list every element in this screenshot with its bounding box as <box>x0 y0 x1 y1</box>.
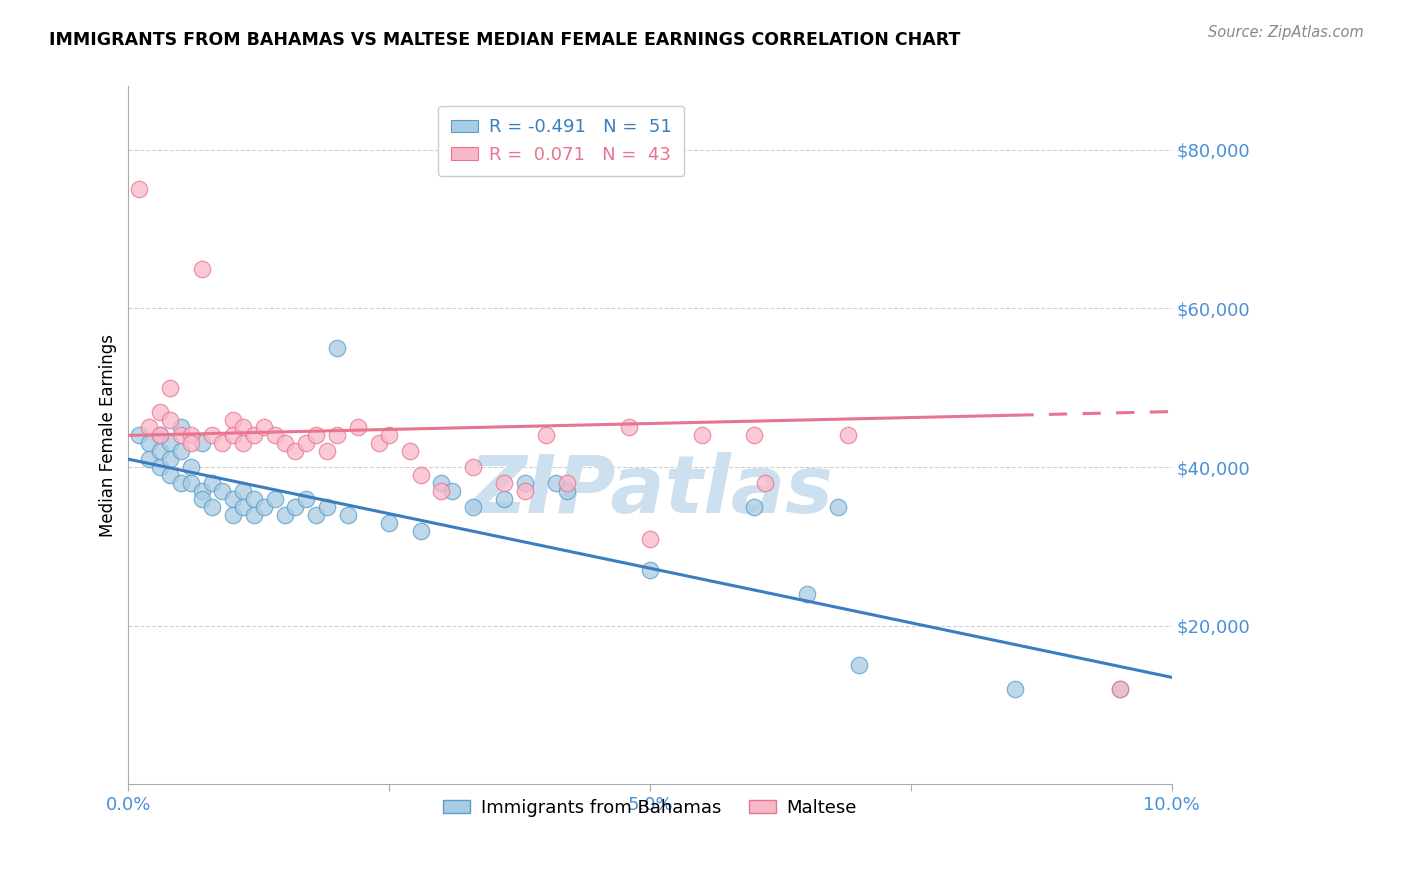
Point <box>242 491 264 506</box>
Point <box>190 491 212 506</box>
Point <box>263 428 285 442</box>
Point <box>274 508 297 522</box>
Point <box>744 500 766 514</box>
Point <box>232 500 254 514</box>
Point <box>305 428 328 442</box>
Point <box>513 475 536 490</box>
Point <box>555 475 578 490</box>
Point <box>409 468 432 483</box>
Point <box>494 491 516 506</box>
Point <box>295 436 318 450</box>
Point <box>190 483 212 498</box>
Point <box>159 412 181 426</box>
Point <box>534 428 557 442</box>
Point <box>169 428 191 442</box>
Point <box>159 436 181 450</box>
Point <box>201 500 224 514</box>
Point <box>430 483 453 498</box>
Point <box>253 420 276 434</box>
Point <box>180 460 202 475</box>
Point <box>430 475 453 490</box>
Point <box>232 420 254 434</box>
Point <box>848 658 870 673</box>
Point <box>555 483 578 498</box>
Point <box>159 381 181 395</box>
Text: Source: ZipAtlas.com: Source: ZipAtlas.com <box>1208 25 1364 40</box>
Point <box>180 436 202 450</box>
Point <box>169 475 191 490</box>
Point <box>315 444 337 458</box>
Point <box>619 420 641 434</box>
Point <box>180 475 202 490</box>
Point <box>201 428 224 442</box>
Point <box>242 508 264 522</box>
Point <box>284 444 307 458</box>
Point <box>211 483 233 498</box>
Point <box>305 508 328 522</box>
Point <box>461 460 484 475</box>
Point <box>638 563 661 577</box>
Point <box>242 428 264 442</box>
Point <box>211 436 233 450</box>
Point <box>399 444 422 458</box>
Point <box>461 500 484 514</box>
Point <box>1108 682 1130 697</box>
Point <box>128 428 150 442</box>
Point <box>149 460 172 475</box>
Point <box>149 428 172 442</box>
Point <box>336 508 359 522</box>
Point <box>378 516 401 530</box>
Point <box>440 483 463 498</box>
Point <box>138 420 160 434</box>
Point <box>1108 682 1130 697</box>
Point <box>690 428 713 442</box>
Point <box>232 483 254 498</box>
Point <box>347 420 370 434</box>
Point <box>232 436 254 450</box>
Point <box>149 428 172 442</box>
Point <box>409 524 432 538</box>
Point <box>796 587 818 601</box>
Point <box>295 491 318 506</box>
Point <box>638 532 661 546</box>
Point <box>201 475 224 490</box>
Point <box>222 428 245 442</box>
Point <box>274 436 297 450</box>
Point <box>253 500 276 514</box>
Point <box>378 428 401 442</box>
Point <box>837 428 859 442</box>
Point <box>149 444 172 458</box>
Point <box>149 404 172 418</box>
Point <box>180 428 202 442</box>
Point <box>159 468 181 483</box>
Y-axis label: Median Female Earnings: Median Female Earnings <box>100 334 117 537</box>
Point <box>222 491 245 506</box>
Point <box>326 341 349 355</box>
Point <box>263 491 285 506</box>
Point <box>159 452 181 467</box>
Point <box>513 483 536 498</box>
Point <box>744 428 766 442</box>
Point <box>754 475 776 490</box>
Point <box>367 436 389 450</box>
Legend: Immigrants from Bahamas, Maltese: Immigrants from Bahamas, Maltese <box>436 792 865 824</box>
Text: IMMIGRANTS FROM BAHAMAS VS MALTESE MEDIAN FEMALE EARNINGS CORRELATION CHART: IMMIGRANTS FROM BAHAMAS VS MALTESE MEDIA… <box>49 31 960 49</box>
Point <box>827 500 849 514</box>
Point <box>190 261 212 276</box>
Point <box>1004 682 1026 697</box>
Text: ZIPatlas: ZIPatlas <box>468 452 832 530</box>
Point <box>190 436 212 450</box>
Point <box>222 508 245 522</box>
Point <box>222 412 245 426</box>
Point <box>169 420 191 434</box>
Point <box>138 436 160 450</box>
Point <box>284 500 307 514</box>
Point <box>128 182 150 196</box>
Point <box>326 428 349 442</box>
Point <box>315 500 337 514</box>
Point <box>169 444 191 458</box>
Point <box>494 475 516 490</box>
Point <box>138 452 160 467</box>
Point <box>546 475 568 490</box>
